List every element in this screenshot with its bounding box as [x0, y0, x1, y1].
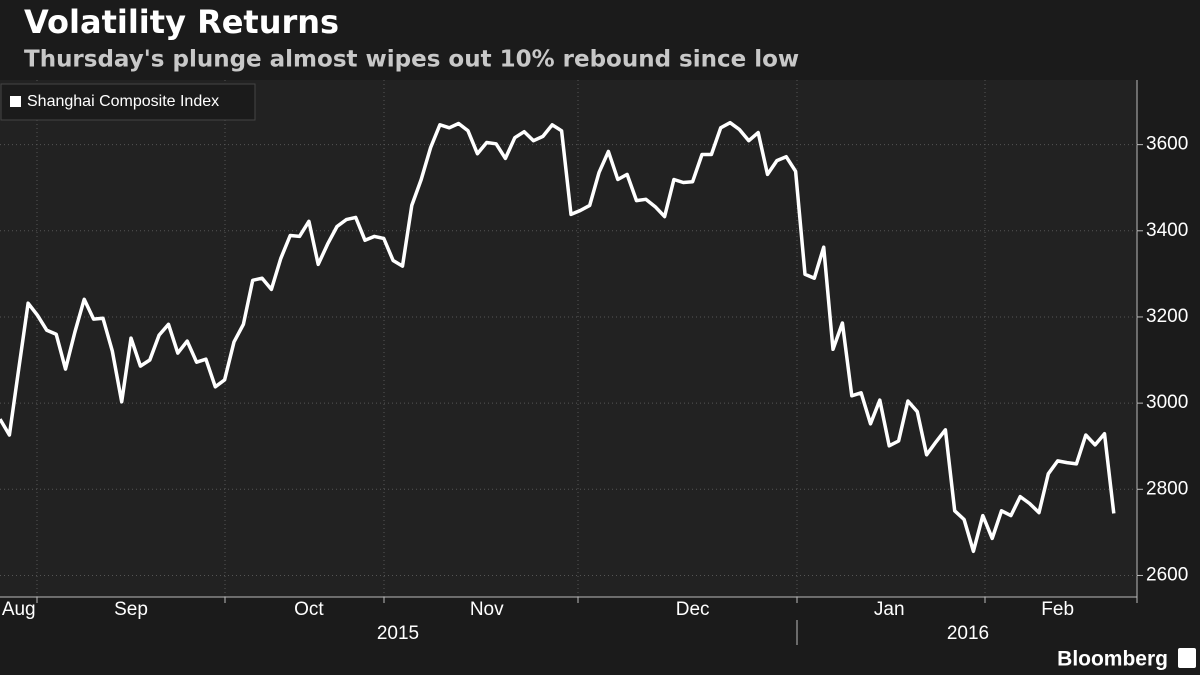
x-tick-label: Aug: [2, 599, 36, 620]
chart-title: Volatility Returns: [24, 3, 339, 41]
legend: Shanghai Composite Index: [0, 83, 256, 121]
legend-box: [0, 83, 256, 121]
logo-icon: [1178, 648, 1196, 668]
plot-area: [0, 80, 1137, 597]
month-dividers: [36, 80, 1138, 645]
x-tick-label: Nov: [470, 599, 504, 620]
y-tick-label: 3200: [1146, 306, 1188, 327]
x-tick-label: Oct: [294, 599, 324, 620]
x-tick-label: Jan: [874, 599, 905, 620]
year-label: 2015: [377, 623, 419, 644]
y-tick-label: 3000: [1146, 392, 1188, 413]
y-tick-label: 2800: [1146, 478, 1188, 499]
source-logo: Bloomberg: [1057, 648, 1168, 671]
chart-subtitle: Thursday's plunge almost wipes out 10% r…: [24, 47, 799, 73]
legend-swatch: [10, 96, 21, 107]
x-tick-label: Dec: [676, 599, 710, 620]
legend-label: Shanghai Composite Index: [27, 93, 219, 110]
x-tick-label: Feb: [1041, 599, 1074, 620]
y-tick-label: 3600: [1146, 134, 1188, 155]
y-tick-label: 2600: [1146, 564, 1188, 585]
x-tick-label: Sep: [114, 599, 148, 620]
year-label: 2016: [947, 623, 989, 644]
data-line: [0, 120, 1116, 554]
y-tick-label: 3400: [1146, 220, 1188, 241]
